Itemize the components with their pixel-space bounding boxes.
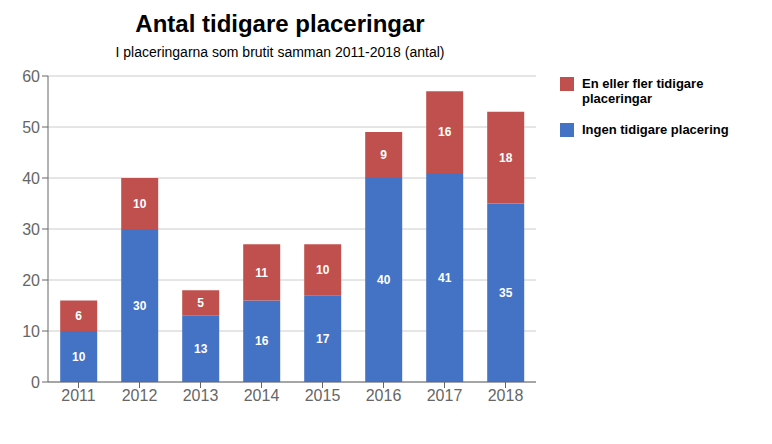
svg-text:16: 16 bbox=[438, 125, 452, 139]
svg-text:10: 10 bbox=[72, 350, 86, 364]
svg-text:5: 5 bbox=[197, 296, 204, 310]
svg-text:13: 13 bbox=[194, 342, 208, 356]
svg-text:20: 20 bbox=[22, 272, 40, 289]
svg-text:2018: 2018 bbox=[488, 387, 524, 404]
html-text:Ingen tidigare placering: Ingen tidigare placering bbox=[582, 122, 729, 137]
svg-text:35: 35 bbox=[499, 286, 513, 300]
svg-text:2014: 2014 bbox=[244, 387, 280, 404]
svg-text:10: 10 bbox=[316, 263, 330, 277]
svg-text:10: 10 bbox=[133, 197, 147, 211]
svg-text:40: 40 bbox=[22, 170, 40, 187]
svg-text:50: 50 bbox=[22, 119, 40, 136]
svg-text:6: 6 bbox=[75, 309, 82, 323]
html-text:En eller fler tidigare: En eller fler tidigare bbox=[582, 76, 704, 91]
svg-text:0: 0 bbox=[31, 374, 40, 391]
svg-text:2012: 2012 bbox=[122, 387, 158, 404]
svg-text:2013: 2013 bbox=[183, 387, 219, 404]
svg-text:2011: 2011 bbox=[61, 387, 96, 404]
svg-text:30: 30 bbox=[22, 221, 40, 238]
svg-text:30: 30 bbox=[133, 299, 147, 313]
svg-text:10: 10 bbox=[22, 323, 40, 340]
svg-text:18: 18 bbox=[499, 151, 513, 165]
svg-text:11: 11 bbox=[255, 266, 268, 280]
svg-text:2016: 2016 bbox=[366, 387, 402, 404]
svg-text:2015: 2015 bbox=[305, 387, 341, 404]
svg-text:17: 17 bbox=[316, 332, 330, 346]
svg-text:60: 60 bbox=[22, 68, 40, 85]
svg-text:41: 41 bbox=[438, 271, 452, 285]
svg-text:40: 40 bbox=[377, 273, 391, 287]
svg-text:2017: 2017 bbox=[427, 387, 463, 404]
svg-text:16: 16 bbox=[255, 334, 269, 348]
html-text:I placeringarna som brutit sam: I placeringarna som brutit samman 2011-2… bbox=[115, 44, 445, 60]
html-text:Antal tidigare placeringar: Antal tidigare placeringar bbox=[135, 10, 425, 37]
html-text:placeringar: placeringar bbox=[582, 91, 653, 106]
svg-text:9: 9 bbox=[380, 148, 387, 162]
